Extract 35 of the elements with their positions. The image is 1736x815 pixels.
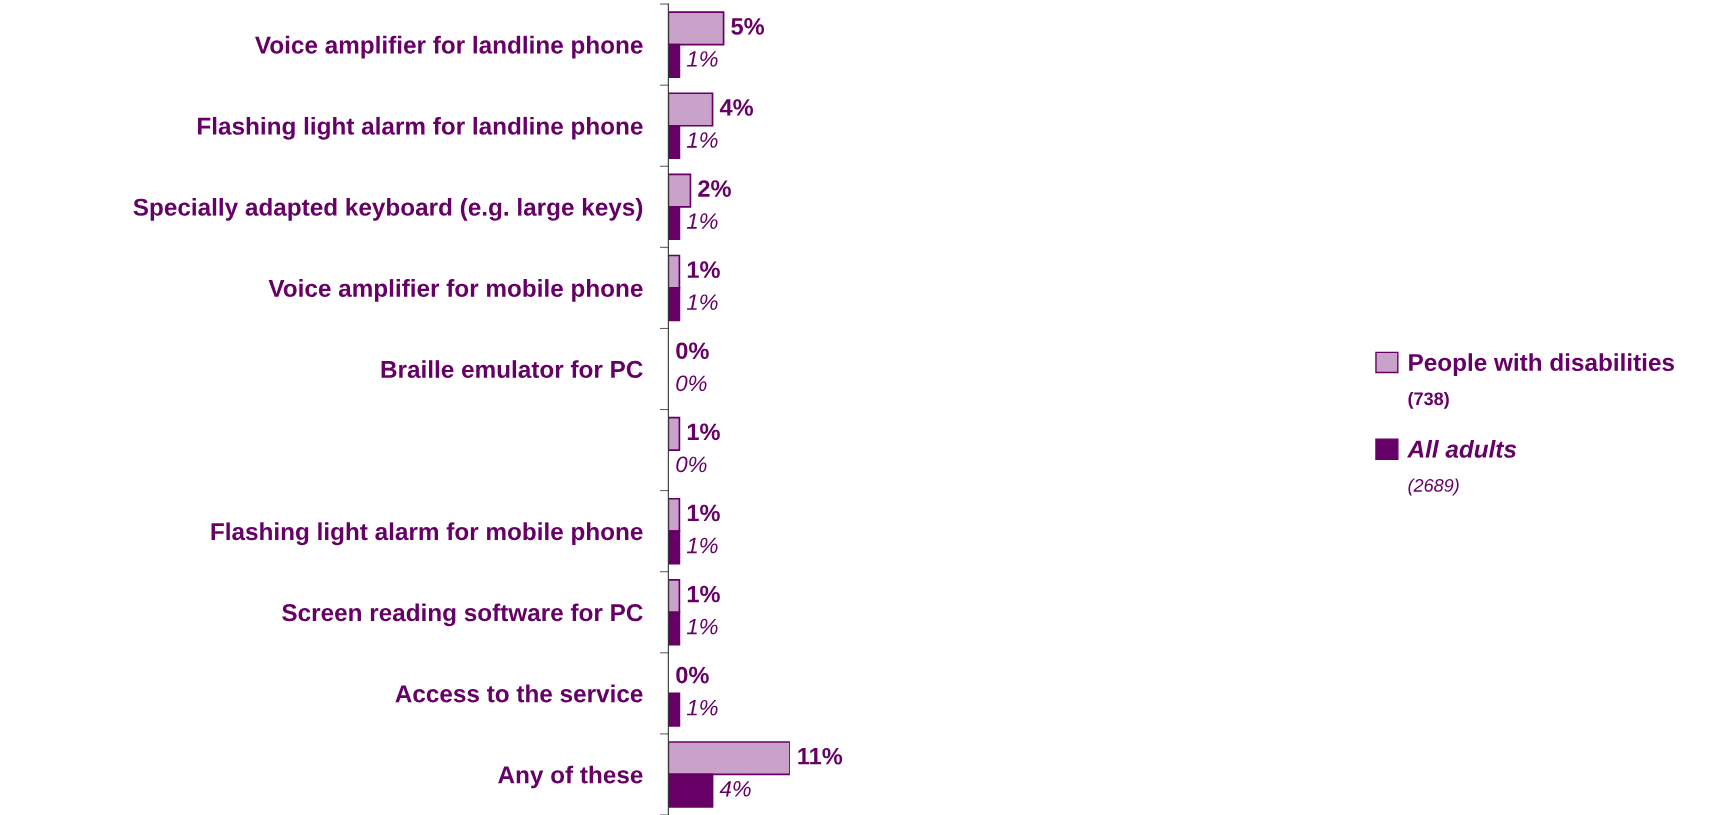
data-label: 1% bbox=[686, 51, 718, 67]
text: (2689) bbox=[1408, 478, 1459, 496]
y-tick-label: Specially adapted keyboard (e.g. large keys) bbox=[133, 198, 643, 221]
data-label: 0% bbox=[676, 375, 707, 392]
data-label: 1% bbox=[687, 504, 720, 522]
data-label: 1% bbox=[686, 132, 718, 148]
data-label: 1% bbox=[686, 618, 718, 635]
legend-label: All adults bbox=[1407, 439, 1517, 458]
data-label: 0% bbox=[676, 666, 709, 684]
text: (738) bbox=[1408, 391, 1449, 409]
y-tick-label: Flashing light alarm for mobile phone bbox=[211, 522, 643, 546]
data-label: 11% bbox=[798, 747, 843, 765]
data-label: 0% bbox=[676, 456, 707, 473]
data-label: 4% bbox=[719, 781, 751, 797]
y-tick-label: Braille emulator for PC bbox=[381, 360, 643, 379]
y-tick-label: Voice amplifier for mobile phone bbox=[268, 279, 643, 302]
y-tick-label: Screen reading software for PC bbox=[282, 603, 643, 627]
data-label: 1% bbox=[687, 261, 720, 278]
data-label: 5% bbox=[731, 18, 765, 35]
y-tick-label: Access to the service bbox=[395, 684, 643, 703]
data-label: 1% bbox=[686, 537, 718, 554]
data-label: 1% bbox=[686, 294, 718, 310]
legend-label: People with disabilities bbox=[1409, 353, 1674, 376]
bar bbox=[668, 692, 681, 727]
bar bbox=[668, 416, 681, 451]
data-label: 1% bbox=[686, 699, 718, 716]
data-label: 2% bbox=[698, 180, 731, 197]
data-label: 1% bbox=[687, 423, 720, 441]
y-tick-label: Any of these bbox=[498, 765, 643, 789]
data-label: 0% bbox=[676, 342, 709, 360]
data-label: 4% bbox=[719, 99, 753, 116]
y-tick-label: Voice amplifier for landline phone bbox=[255, 35, 643, 59]
data-label: 1% bbox=[686, 213, 718, 229]
data-label: 1% bbox=[687, 585, 720, 603]
y-tick-label: Flashing light alarm for landline phone bbox=[198, 116, 643, 140]
